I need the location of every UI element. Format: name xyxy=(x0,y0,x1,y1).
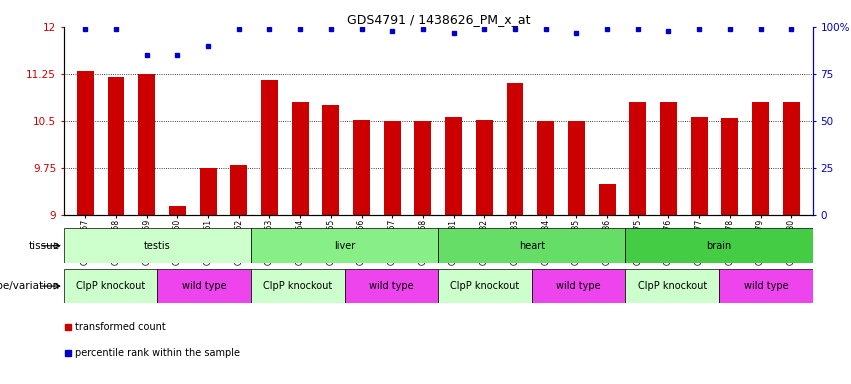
Bar xyxy=(157,269,251,303)
Bar xyxy=(64,228,251,263)
Bar xyxy=(438,269,532,303)
Bar xyxy=(719,269,813,303)
Text: genotype/variation: genotype/variation xyxy=(0,281,60,291)
Bar xyxy=(345,269,438,303)
Bar xyxy=(292,102,309,215)
Bar xyxy=(251,228,438,263)
Bar xyxy=(598,184,615,215)
Bar xyxy=(660,102,677,215)
Text: ClpP knockout: ClpP knockout xyxy=(450,281,520,291)
Bar xyxy=(384,121,401,215)
Text: brain: brain xyxy=(706,241,732,251)
Bar xyxy=(783,102,800,215)
Bar xyxy=(691,117,707,215)
Text: ClpP knockout: ClpP knockout xyxy=(263,281,333,291)
Bar xyxy=(752,102,769,215)
Bar xyxy=(64,269,157,303)
Bar xyxy=(200,168,216,215)
Bar xyxy=(77,71,94,215)
Bar xyxy=(625,269,719,303)
Bar xyxy=(138,74,155,215)
Text: wild type: wild type xyxy=(744,281,788,291)
Bar xyxy=(532,269,625,303)
Text: wild type: wild type xyxy=(182,281,226,291)
Text: heart: heart xyxy=(519,241,545,251)
Bar xyxy=(438,228,625,263)
Text: transformed count: transformed count xyxy=(75,322,166,332)
Bar xyxy=(445,117,462,215)
Text: wild type: wild type xyxy=(369,281,414,291)
Text: wild type: wild type xyxy=(557,281,601,291)
Bar xyxy=(722,118,739,215)
Bar xyxy=(568,121,585,215)
Bar xyxy=(630,102,646,215)
Text: tissue: tissue xyxy=(28,241,60,251)
Bar xyxy=(107,77,124,215)
Bar xyxy=(261,80,278,215)
Bar xyxy=(414,121,431,215)
Bar xyxy=(353,120,370,215)
Bar xyxy=(506,83,523,215)
Bar xyxy=(169,205,186,215)
Bar xyxy=(625,228,813,263)
Bar xyxy=(251,269,345,303)
Bar xyxy=(323,105,340,215)
Text: ClpP knockout: ClpP knockout xyxy=(637,281,707,291)
Bar xyxy=(231,165,247,215)
Title: GDS4791 / 1438626_PM_x_at: GDS4791 / 1438626_PM_x_at xyxy=(346,13,530,26)
Bar xyxy=(476,120,493,215)
Text: testis: testis xyxy=(144,241,171,251)
Text: liver: liver xyxy=(334,241,355,251)
Text: ClpP knockout: ClpP knockout xyxy=(76,281,146,291)
Text: percentile rank within the sample: percentile rank within the sample xyxy=(75,348,240,358)
Bar xyxy=(537,121,554,215)
